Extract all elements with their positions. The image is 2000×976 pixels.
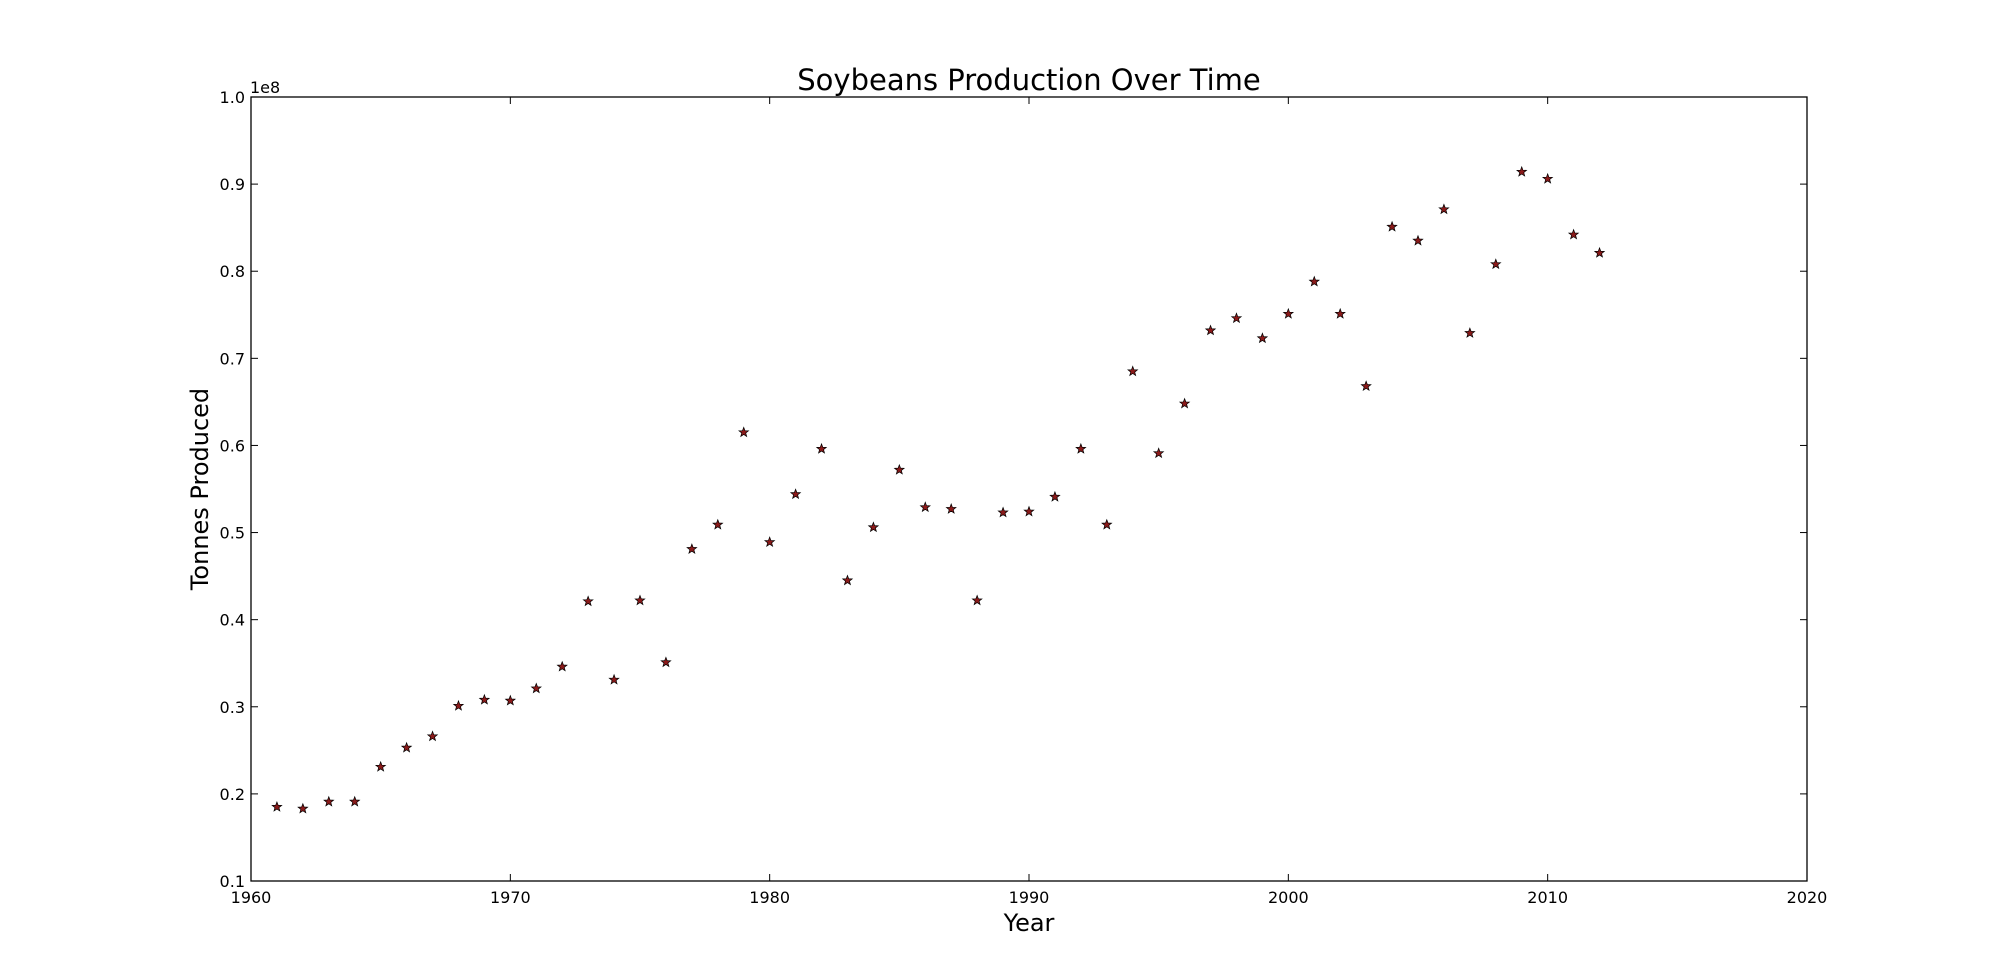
data-point bbox=[1127, 365, 1139, 377]
data-point bbox=[815, 442, 828, 454]
x-tick-label: 1990 bbox=[1009, 888, 1050, 907]
x-axis-ticks: 1960 1970 1980 1990 2000 2010 2020 bbox=[231, 97, 1828, 907]
data-point bbox=[1438, 203, 1450, 215]
data-point bbox=[660, 656, 672, 668]
data-point bbox=[1490, 258, 1502, 270]
data-point bbox=[1282, 307, 1295, 319]
data-point bbox=[1152, 447, 1165, 459]
y-tick-label: 0.7 bbox=[220, 349, 245, 368]
data-point bbox=[426, 730, 439, 742]
data-point bbox=[608, 673, 620, 685]
y-tick-label: 0.3 bbox=[220, 698, 245, 717]
y-axis-title: Tonnes Produced bbox=[186, 388, 214, 591]
data-point bbox=[841, 574, 854, 586]
y-tick-label: 0.6 bbox=[220, 436, 245, 455]
data-point bbox=[763, 536, 776, 547]
data-point bbox=[1412, 234, 1424, 246]
data-points bbox=[271, 165, 1606, 814]
data-point bbox=[738, 426, 750, 438]
data-point bbox=[400, 741, 413, 753]
y-tick-label: 0.9 bbox=[220, 175, 245, 194]
plot-frame bbox=[250, 96, 1808, 882]
y-offset-label: 1e8 bbox=[250, 78, 280, 97]
data-point bbox=[530, 682, 542, 694]
data-point bbox=[634, 594, 646, 606]
data-point bbox=[582, 595, 594, 607]
data-point bbox=[349, 795, 361, 807]
data-point bbox=[374, 760, 387, 772]
x-tick-label: 1960 bbox=[231, 888, 272, 907]
x-axis-title: Year bbox=[1003, 909, 1055, 937]
data-point bbox=[1593, 246, 1606, 258]
data-point bbox=[297, 802, 309, 814]
data-point bbox=[919, 501, 931, 513]
data-point bbox=[452, 699, 465, 711]
data-point bbox=[556, 660, 568, 672]
data-point bbox=[1360, 380, 1372, 392]
data-point bbox=[789, 488, 802, 500]
data-point bbox=[1334, 307, 1346, 319]
y-tick-label: 0.5 bbox=[220, 524, 245, 543]
x-tick-label: 2000 bbox=[1268, 888, 1309, 907]
data-point bbox=[1516, 165, 1528, 177]
data-point bbox=[997, 506, 1009, 518]
y-tick-label: 0.4 bbox=[220, 611, 245, 630]
data-point bbox=[1075, 442, 1087, 454]
y-tick-label: 0.2 bbox=[220, 785, 245, 804]
data-point bbox=[1386, 220, 1398, 232]
data-point bbox=[1464, 327, 1476, 338]
data-point bbox=[1541, 172, 1554, 184]
data-point bbox=[945, 503, 957, 514]
x-tick-label: 2010 bbox=[1527, 888, 1568, 907]
chart-title: Soybeans Production Over Time bbox=[797, 63, 1261, 97]
data-point bbox=[867, 521, 880, 533]
data-point bbox=[1101, 518, 1113, 530]
data-point bbox=[1567, 228, 1580, 240]
y-tick-label: 0.8 bbox=[220, 262, 245, 281]
x-tick-label: 2020 bbox=[1787, 888, 1828, 907]
data-point bbox=[712, 518, 724, 530]
data-point bbox=[1178, 397, 1191, 409]
data-point bbox=[893, 463, 906, 475]
data-point bbox=[1204, 324, 1217, 336]
data-point bbox=[686, 543, 698, 554]
data-point bbox=[1230, 312, 1243, 324]
data-point bbox=[1256, 332, 1269, 344]
data-point bbox=[1308, 275, 1320, 287]
data-point bbox=[1049, 490, 1061, 502]
data-point bbox=[971, 594, 983, 606]
data-point bbox=[1023, 505, 1035, 517]
data-point bbox=[504, 694, 517, 706]
data-point bbox=[271, 800, 283, 812]
x-tick-label: 1970 bbox=[490, 888, 531, 907]
y-axis-ticks: 0.1 0.2 0.3 0.4 0.5 0.6 0.7 0.8 0.9 1.0 bbox=[220, 88, 1807, 891]
y-tick-label: 1.0 bbox=[220, 88, 245, 107]
y-tick-label: 0.1 bbox=[220, 872, 245, 891]
x-tick-label: 1980 bbox=[749, 888, 790, 907]
data-point bbox=[478, 693, 491, 705]
data-point bbox=[323, 795, 335, 807]
